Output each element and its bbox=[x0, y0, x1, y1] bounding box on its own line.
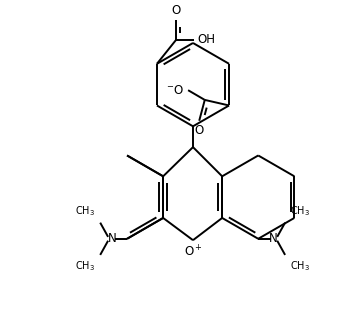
Text: $^{-}$O: $^{-}$O bbox=[166, 84, 184, 97]
Text: CH$_3$: CH$_3$ bbox=[290, 260, 310, 273]
Text: O: O bbox=[172, 4, 181, 17]
Text: CH$_3$: CH$_3$ bbox=[290, 204, 310, 218]
Text: O$^+$: O$^+$ bbox=[183, 244, 203, 260]
Text: O: O bbox=[195, 123, 204, 137]
Text: OH: OH bbox=[197, 33, 215, 46]
Text: CH$_3$: CH$_3$ bbox=[75, 260, 95, 273]
Text: CH$_3$: CH$_3$ bbox=[75, 204, 95, 218]
Text: N: N bbox=[108, 232, 116, 245]
Text: N: N bbox=[269, 232, 278, 245]
